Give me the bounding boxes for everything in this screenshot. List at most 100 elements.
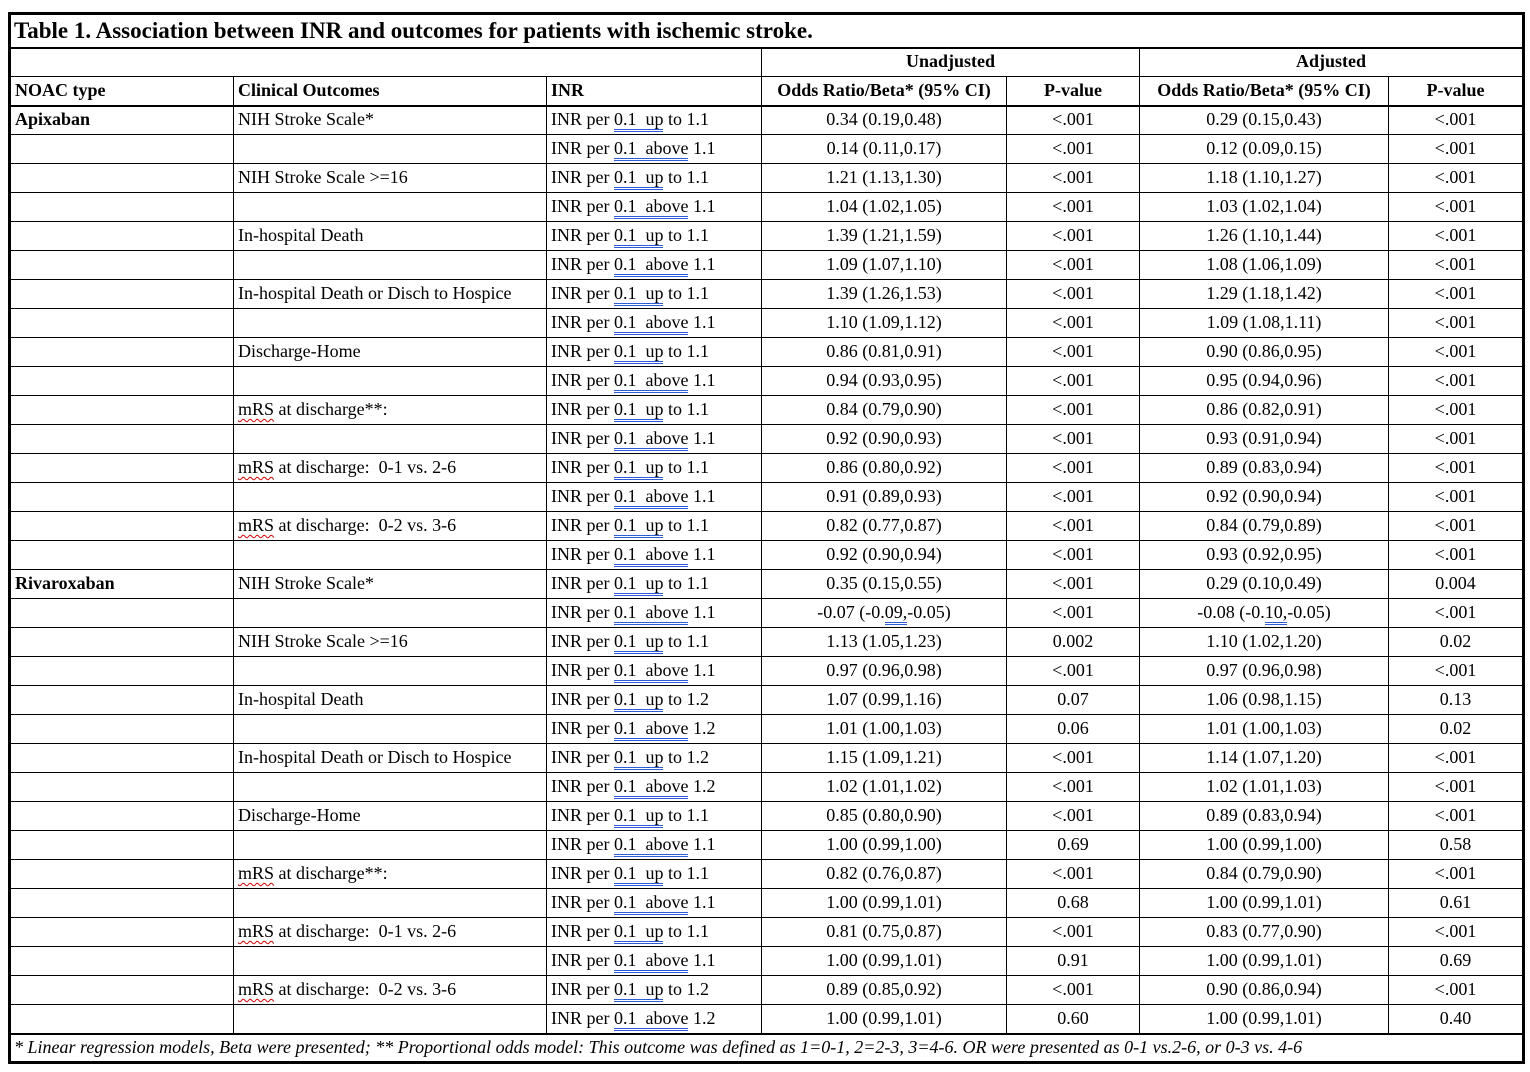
grammar-underlined-text: 0.1 above <box>613 892 689 916</box>
adjusted-pvalue-cell: <.001 <box>1388 917 1524 947</box>
grammar-underlined-text: 0.1 up <box>613 631 664 655</box>
clinical-outcome-cell: Discharge-Home <box>233 337 547 367</box>
unadjusted-pvalue-cell: <.001 <box>1006 598 1140 628</box>
text-part: INR per <box>551 428 614 449</box>
adjusted-or-cell: 1.08 (1.06,1.09) <box>1139 250 1389 280</box>
unadjusted-or-cell: 1.00 (0.99,1.01) <box>761 946 1007 976</box>
unadjusted-or-cell: 0.34 (0.19,0.48) <box>761 105 1007 135</box>
unadjusted-or-cell: 1.13 (1.05,1.23) <box>761 627 1007 657</box>
adjusted-pvalue-cell: <.001 <box>1388 366 1524 396</box>
adjusted-pvalue-cell: <.001 <box>1388 163 1524 193</box>
adjusted-pvalue-cell: 0.004 <box>1388 569 1524 599</box>
grammar-underlined-text: 0.1 above <box>613 312 689 336</box>
adjusted-pvalue-cell: <.001 <box>1388 540 1524 570</box>
table-row: In-hospital Death or Disch to Hospice INR… <box>9 743 1524 773</box>
group-header-spacer <box>9 47 762 77</box>
noac-type-cell <box>9 1004 234 1034</box>
inr-cell: INR per 0.1 up to 1.1 <box>546 105 762 135</box>
grammar-underlined-text: 0.1 up <box>613 167 664 191</box>
noac-type-cell <box>9 685 234 715</box>
text-part: to 1.1 <box>663 341 709 362</box>
table-row: NIH Stroke Scale >=16 INR per 0.1 up to 1… <box>9 163 1524 193</box>
adjusted-pvalue-cell: 0.40 <box>1388 1004 1524 1034</box>
unadjusted-or-cell: 0.82 (0.76,0.87) <box>761 859 1007 889</box>
inr-cell: INR per 0.1 above 1.1 <box>546 366 762 396</box>
unadjusted-or-cell: 1.00 (0.99,1.01) <box>761 888 1007 918</box>
unadjusted-or-cell: 1.00 (0.99,1.00) <box>761 830 1007 860</box>
clinical-outcome-cell <box>233 772 547 802</box>
text-part: INR per <box>551 834 614 855</box>
inr-cell: INR per 0.1 above 1.1 <box>546 482 762 512</box>
adjusted-pvalue-cell: <.001 <box>1388 424 1524 454</box>
unadjusted-pvalue-cell: <.001 <box>1006 656 1140 686</box>
adjusted-pvalue-cell: 0.58 <box>1388 830 1524 860</box>
table-row: INR per 0.1 above 1.1 1.00 (0.99,1.01) 0.9… <box>9 946 1524 976</box>
table-row: INR per 0.1 above 1.1 1.00 (0.99,1.01) 0.6… <box>9 888 1524 918</box>
unadjusted-pvalue-cell: <.001 <box>1006 424 1140 454</box>
text-part: INR per <box>551 747 614 768</box>
unadjusted-or-cell: 0.97 (0.96,0.98) <box>761 656 1007 686</box>
adjusted-or-cell: 0.93 (0.92,0.95) <box>1139 540 1389 570</box>
unadjusted-or-cell: 1.07 (0.99,1.16) <box>761 685 1007 715</box>
table-row: INR per 0.1 above 1.1 1.04 (1.02,1.05) <.0… <box>9 192 1524 222</box>
text-part: 1.1 <box>688 312 716 333</box>
text-part: INR per <box>551 718 614 739</box>
unadjusted-pvalue-cell: <.001 <box>1006 975 1140 1005</box>
text-part: INR per <box>551 225 614 246</box>
adjusted-or-cell: 0.29 (0.15,0.43) <box>1139 105 1389 135</box>
unadjusted-or-cell: 0.92 (0.90,0.93) <box>761 424 1007 454</box>
inr-outcomes-table: Table 1. Association between INR and out… <box>8 12 1525 1064</box>
unadjusted-pvalue-cell: 0.002 <box>1006 627 1140 657</box>
noac-type-cell <box>9 743 234 773</box>
adjusted-or-cell: 1.03 (1.02,1.04) <box>1139 192 1389 222</box>
grammar-underlined-text: 0.1 above <box>613 718 689 742</box>
unadjusted-pvalue-cell: 0.68 <box>1006 888 1140 918</box>
grammar-underlined-text: 0.1 up <box>613 399 664 423</box>
unadjusted-pvalue-cell: <.001 <box>1006 569 1140 599</box>
clinical-outcome-cell <box>233 366 547 396</box>
text-part: at discharge: 0-2 vs. 3-6 <box>274 515 457 536</box>
inr-cell: INR per 0.1 above 1.2 <box>546 772 762 802</box>
text-part: 1.1 <box>688 950 716 971</box>
adjusted-pvalue-cell: <.001 <box>1388 482 1524 512</box>
grammar-underlined-text: 0.1 above <box>613 776 689 800</box>
col-header-unadjusted-pvalue: P-value <box>1006 76 1140 107</box>
unadjusted-or-cell: 0.85 (0.80,0.90) <box>761 801 1007 831</box>
adjusted-pvalue-cell: <.001 <box>1388 511 1524 541</box>
adjusted-pvalue-cell: <.001 <box>1388 134 1524 164</box>
unadjusted-or-cell: 0.91 (0.89,0.93) <box>761 482 1007 512</box>
table-row: INR per 0.1 above 1.1 -0.07 (-0.09,-0.05)… <box>9 598 1524 628</box>
grammar-underlined-text: 0.1 above <box>613 660 689 684</box>
unadjusted-pvalue-cell: <.001 <box>1006 250 1140 280</box>
adjusted-or-cell: 1.09 (1.08,1.11) <box>1139 308 1389 338</box>
noac-type-cell <box>9 366 234 396</box>
inr-cell: INR per 0.1 up to 1.1 <box>546 395 762 425</box>
unadjusted-pvalue-cell: <.001 <box>1006 279 1140 309</box>
text-part: at discharge: 0-1 vs. 2-6 <box>274 457 457 478</box>
unadjusted-pvalue-cell: <.001 <box>1006 221 1140 251</box>
unadjusted-or-cell: 0.84 (0.79,0.90) <box>761 395 1007 425</box>
unadjusted-pvalue-cell: <.001 <box>1006 366 1140 396</box>
unadjusted-pvalue-cell: 0.69 <box>1006 830 1140 860</box>
text-part: 1.1 <box>688 602 716 623</box>
noac-type-cell <box>9 221 234 251</box>
unadjusted-or-cell: 1.01 (1.00,1.03) <box>761 714 1007 744</box>
unadjusted-pvalue-cell: <.001 <box>1006 801 1140 831</box>
group-header-adjusted: Adjusted <box>1139 47 1524 77</box>
clinical-outcome-cell: NIH Stroke Scale* <box>233 569 547 599</box>
clinical-outcome-cell <box>233 134 547 164</box>
table-row: Discharge-Home INR per 0.1 up to 1.1 0.86 … <box>9 337 1524 367</box>
text-part: INR per <box>551 370 614 391</box>
text-part: INR per <box>551 660 614 681</box>
clinical-outcome-cell: NIH Stroke Scale >=16 <box>233 627 547 657</box>
inr-cell: INR per 0.1 above 1.1 <box>546 656 762 686</box>
col-header-noac-type: NOAC type <box>9 76 234 107</box>
adjusted-or-cell: 0.12 (0.09,0.15) <box>1139 134 1389 164</box>
adjusted-or-cell: 1.29 (1.18,1.42) <box>1139 279 1389 309</box>
adjusted-pvalue-cell: <.001 <box>1388 598 1524 628</box>
adjusted-pvalue-cell: <.001 <box>1388 395 1524 425</box>
unadjusted-or-cell: 1.15 (1.09,1.21) <box>761 743 1007 773</box>
unadjusted-or-cell: 1.00 (0.99,1.01) <box>761 1004 1007 1034</box>
table-row: mRS at discharge: 0-1 vs. 2-6 INR per 0.1… <box>9 453 1524 483</box>
text-part: INR per <box>551 863 614 884</box>
